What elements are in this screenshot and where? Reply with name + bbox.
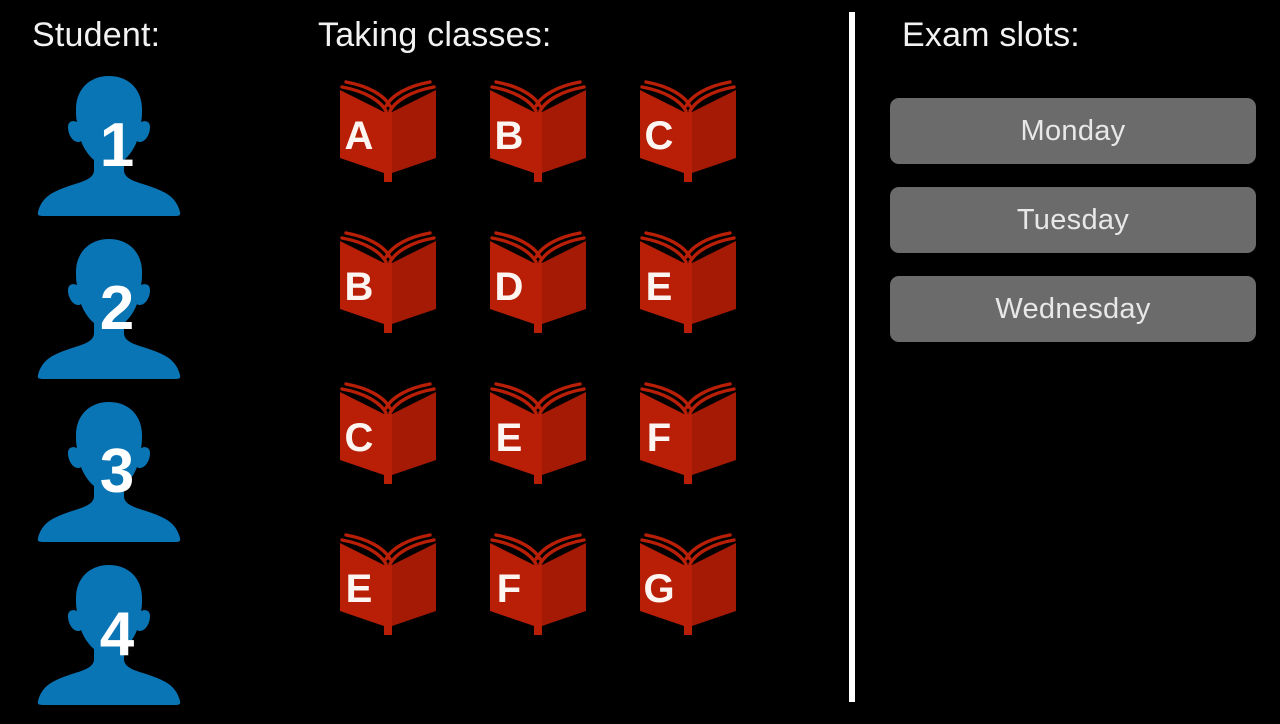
classes-grid: A B C bbox=[318, 78, 778, 682]
exam-slot-label: Wednesday bbox=[995, 292, 1151, 325]
exam-slot-monday[interactable]: Monday bbox=[890, 98, 1256, 164]
open-book-icon bbox=[484, 229, 592, 339]
open-book-icon bbox=[334, 531, 442, 641]
classes-column-header: Taking classes: bbox=[318, 16, 552, 54]
student-row: 4 bbox=[0, 561, 230, 724]
open-book-icon bbox=[334, 78, 442, 188]
open-book-icon bbox=[484, 531, 592, 641]
classes-row: C E F bbox=[318, 380, 778, 531]
person-silhouette-icon bbox=[34, 72, 184, 220]
exam-slot-label: Monday bbox=[1020, 114, 1126, 147]
student-column-header: Student: bbox=[32, 16, 161, 54]
open-book-icon bbox=[334, 380, 442, 490]
person-silhouette-icon bbox=[34, 561, 184, 709]
exam-slot-label: Tuesday bbox=[1016, 203, 1130, 236]
exam-slot-wednesday[interactable]: Wednesday bbox=[890, 276, 1256, 342]
person-silhouette-icon bbox=[34, 235, 184, 383]
open-book-icon bbox=[334, 229, 442, 339]
student-row: 3 bbox=[0, 398, 230, 561]
student-row: 2 bbox=[0, 235, 230, 398]
person-silhouette-icon bbox=[34, 398, 184, 546]
exam-slot-tuesday[interactable]: Tuesday bbox=[890, 187, 1256, 253]
open-book-icon bbox=[634, 229, 742, 339]
vertical-divider bbox=[849, 12, 855, 702]
open-book-icon bbox=[634, 380, 742, 490]
classes-row: E F G bbox=[318, 531, 778, 682]
open-book-icon bbox=[484, 78, 592, 188]
student-row: 1 bbox=[0, 72, 230, 235]
exam-slots-column-header: Exam slots: bbox=[902, 16, 1080, 54]
open-book-icon bbox=[634, 531, 742, 641]
students-list: 1 2 3 4 bbox=[0, 72, 230, 724]
open-book-icon bbox=[484, 380, 592, 490]
open-book-icon bbox=[634, 78, 742, 188]
classes-row: B D E bbox=[318, 229, 778, 380]
classes-row: A B C bbox=[318, 78, 778, 229]
exam-slots-list: Monday Tuesday Wednesday bbox=[890, 98, 1256, 365]
